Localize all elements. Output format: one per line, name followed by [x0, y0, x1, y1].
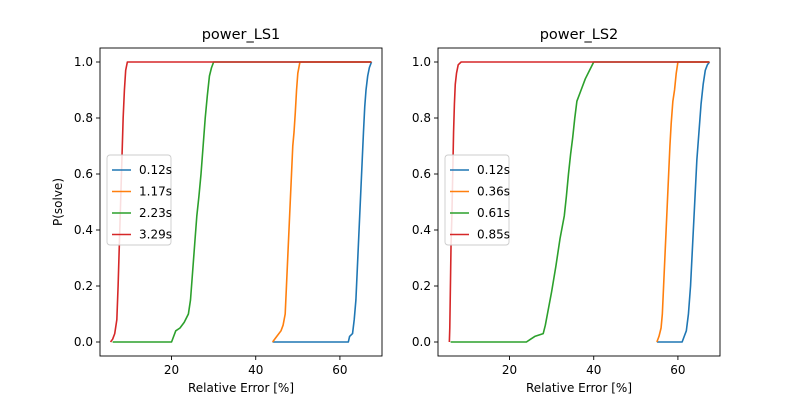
x-tick-label: 40	[586, 363, 601, 377]
legend-entry: 0.12s	[477, 163, 510, 177]
chart-panel-1: 20 40 60 0.0 0.2 0.4 0.6 0.8 1.0 power_LS1 Relativ…	[51, 27, 383, 395]
x-tick-label: 20	[164, 363, 179, 377]
legend-entry: 0.85s	[477, 228, 510, 242]
legend: 0.12s 0.36s 0.61s 0.85s	[444, 154, 510, 246]
legend-entry: 0.36s	[477, 185, 510, 199]
series-line-0.12s	[656, 61, 711, 343]
y-tick-label: 0.0	[412, 335, 431, 349]
y-tick-label: 0.2	[74, 279, 93, 293]
axes-frame	[437, 47, 721, 357]
legend-entry: 3.29s	[139, 228, 172, 242]
x-tick-label: 20	[502, 363, 517, 377]
y-tick-label: 0.2	[412, 279, 431, 293]
x-tick-label: 40	[248, 363, 263, 377]
y-tick-label: 0.6	[74, 167, 93, 181]
series-line-0.85s	[448, 61, 710, 343]
legend-entry: 2.23s	[139, 206, 172, 220]
series-line-0.12s	[272, 61, 373, 343]
y-tick-label: 0.8	[74, 111, 93, 125]
chart-panel-2: 20 40 60 0.0 0.2 0.4 0.6 0.8 1.0 power_LS2 Relativ…	[412, 27, 721, 395]
legend-box	[444, 154, 510, 246]
series-line-2.23s	[112, 61, 372, 343]
x-tick-label: 60	[670, 363, 685, 377]
series-line-0.61s	[450, 61, 710, 343]
y-tick-label: 1.0	[74, 55, 93, 69]
y-tick-label: 1.0	[412, 55, 431, 69]
legend-entry: 0.61s	[477, 206, 510, 220]
x-axis-label: Relative Error [%]	[526, 381, 632, 395]
chart-title: power_LS1	[202, 27, 281, 43]
series-line-0.36s	[656, 61, 710, 343]
y-tick-label: 0.8	[412, 111, 431, 125]
legend: 0.12s 1.17s 2.23s 3.29s	[106, 154, 172, 246]
y-tick-label: 0.6	[412, 167, 431, 181]
legend-entry: 1.17s	[139, 185, 172, 199]
y-tick-label: 0.4	[412, 223, 431, 237]
chart-title: power_LS2	[540, 27, 619, 43]
y-tick-label: 0.0	[74, 335, 93, 349]
y-axis-label: P(solve)	[51, 178, 65, 226]
axes-frame	[99, 47, 383, 357]
y-tick-label: 0.4	[74, 223, 93, 237]
legend-box	[106, 154, 172, 246]
legend-entry: 0.12s	[139, 163, 172, 177]
x-axis-label: Relative Error [%]	[188, 381, 294, 395]
x-tick-label: 60	[332, 363, 347, 377]
